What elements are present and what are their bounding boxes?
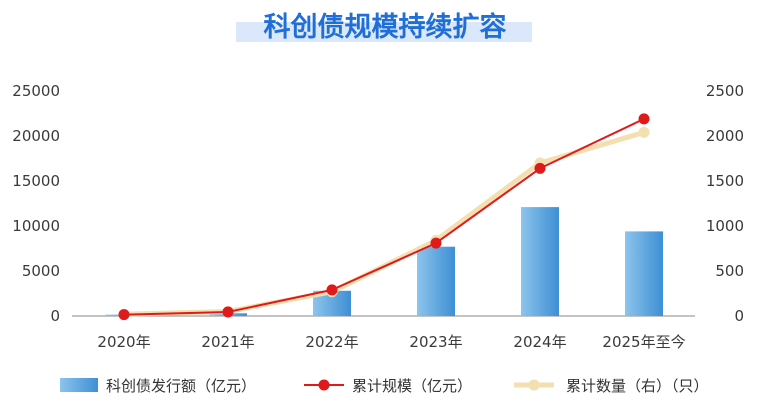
x-tick-label: 2021年 (201, 333, 254, 351)
left-tick-label: 5000 (22, 262, 60, 280)
bar (625, 231, 663, 316)
left-tick-label: 25000 (12, 82, 60, 100)
left-tick-label: 10000 (12, 217, 60, 235)
scale-line (123, 117, 645, 316)
right-tick-label: 1500 (706, 172, 744, 190)
x-tick-label: 2025年至今 (602, 333, 685, 351)
legend-bar-swatch (60, 378, 98, 392)
right-tick-label: 500 (715, 262, 744, 280)
line-series (118, 113, 650, 321)
x-tick-label: 2023年 (409, 333, 462, 351)
left-tick-label: 15000 (12, 172, 60, 190)
bar (521, 207, 559, 316)
legend-scale-marker (318, 379, 330, 391)
legend-label: 累计规模（亿元） (352, 377, 472, 395)
left-tick-label: 20000 (12, 127, 60, 145)
right-tick-label: 1000 (706, 217, 744, 235)
count-point (638, 126, 650, 138)
right-tick-label: 2500 (706, 82, 744, 100)
scale-point (326, 284, 338, 296)
legend-label: 科创债发行额（亿元） (106, 377, 256, 395)
scale-point (118, 309, 130, 321)
right-tick-label: 2000 (706, 127, 744, 145)
scale-point (534, 162, 546, 174)
bar-series (105, 207, 663, 316)
scale-point (638, 113, 650, 125)
scale-point (222, 306, 234, 318)
x-tick-label: 2024年 (513, 333, 566, 351)
right-axis-ticks: 2500 2000 1500 1000 500 0 (706, 82, 744, 325)
right-tick-label: 0 (734, 307, 744, 325)
legend: 科创债发行额（亿元） 累计规模（亿元） 累计数量（右）（只） (60, 377, 709, 395)
x-tick-label: 2020年 (97, 333, 150, 351)
bar (417, 246, 455, 316)
count-line (123, 130, 645, 317)
x-axis-ticks: 2020年 2021年 2022年 2023年 2024年 2025年至今 (97, 333, 685, 351)
scale-point (430, 237, 442, 249)
legend-label: 累计数量（右）（只） (566, 377, 709, 395)
left-axis-ticks: 25000 20000 15000 10000 5000 0 (12, 82, 60, 325)
title-highlight (236, 22, 532, 42)
left-tick-label: 0 (50, 307, 60, 325)
x-tick-label: 2022年 (305, 333, 358, 351)
chart-title: 科创债规模持续扩容 (264, 11, 507, 43)
legend-count-marker (528, 379, 540, 391)
